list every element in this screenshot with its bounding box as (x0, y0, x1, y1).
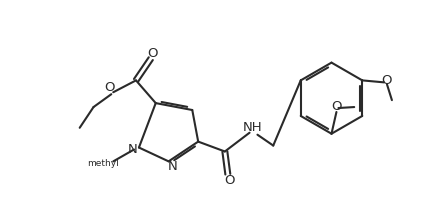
Text: methyl: methyl (87, 159, 119, 168)
Text: O: O (381, 74, 391, 87)
Text: NH: NH (242, 121, 262, 134)
Text: O: O (104, 81, 114, 94)
Text: O: O (331, 99, 341, 113)
Text: O: O (147, 47, 158, 60)
Text: N: N (167, 160, 177, 173)
Text: N: N (128, 143, 138, 156)
Text: O: O (224, 174, 234, 187)
